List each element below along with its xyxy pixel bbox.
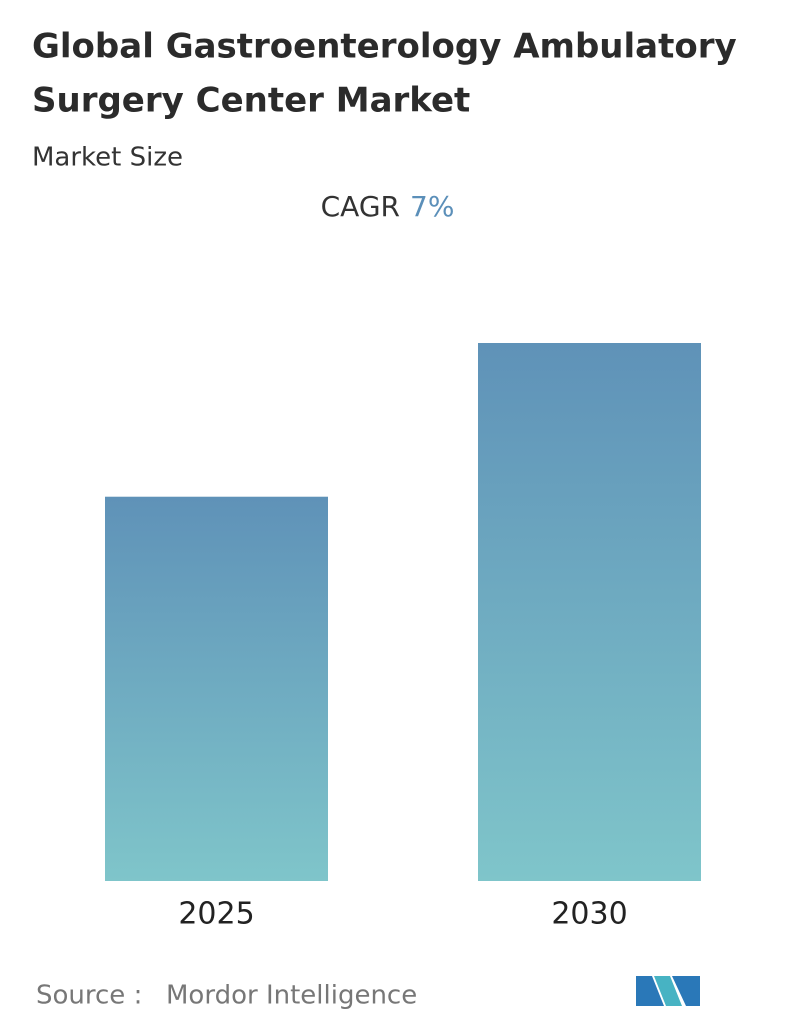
cagr-label: CAGR xyxy=(321,190,400,223)
chart-title: Surgery Center Market xyxy=(32,81,470,121)
source-label: Source : xyxy=(36,981,142,1011)
chart-title: Global Gastroenterology Ambulatory xyxy=(32,27,737,67)
cagr-value: 7% xyxy=(410,190,454,223)
bar xyxy=(478,343,701,881)
x-tick-label: 2025 xyxy=(178,897,254,932)
source-value: Mordor Intelligence xyxy=(166,981,417,1011)
bar xyxy=(105,496,328,881)
x-tick-label: 2030 xyxy=(551,897,627,932)
logo xyxy=(636,976,700,1006)
subtitle: Market Size xyxy=(32,143,183,173)
